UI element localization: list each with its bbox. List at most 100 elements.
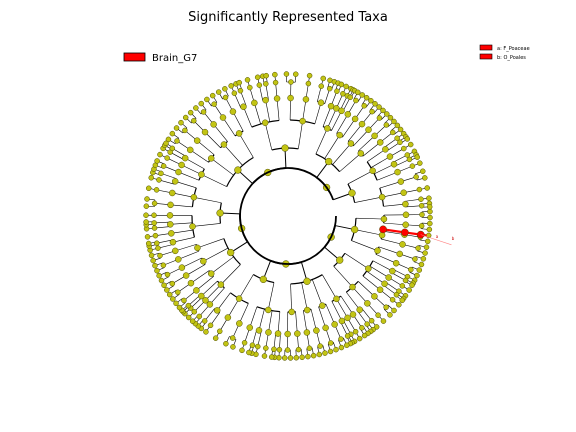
tree-node — [408, 266, 414, 273]
tree-branch — [170, 222, 193, 225]
tree-node — [229, 108, 237, 115]
tree-node — [143, 212, 149, 218]
tree-node — [154, 158, 160, 164]
tree-node — [256, 82, 263, 88]
tree-branch — [362, 275, 381, 290]
tree-node — [230, 344, 236, 350]
tree-branch — [346, 292, 360, 310]
tree-branch — [383, 203, 406, 207]
clade-legend-label-a: a: F_Poaceae — [497, 46, 530, 52]
tree-node — [198, 292, 205, 300]
tree-node — [207, 322, 214, 329]
tree-branch — [211, 158, 234, 176]
tree-arc — [239, 167, 337, 265]
tree-branch — [239, 303, 249, 324]
tree-node — [310, 352, 317, 359]
tree-branch — [197, 140, 215, 155]
tree-node — [151, 225, 158, 231]
tree-node — [423, 244, 430, 250]
tree-node — [340, 91, 346, 97]
tree-node — [200, 109, 207, 115]
tree-node — [338, 336, 344, 342]
tree-branch — [268, 310, 273, 333]
tree-node — [210, 121, 217, 128]
tree-node — [203, 329, 209, 335]
tree-node — [344, 342, 350, 349]
tree-branch — [378, 246, 400, 255]
tree-node — [361, 332, 368, 339]
tree-branch — [382, 192, 404, 198]
tree-node — [154, 240, 160, 246]
tree-branch — [276, 98, 280, 121]
tree-node — [426, 226, 433, 233]
tree-node — [306, 72, 313, 79]
tree-node — [164, 287, 170, 293]
tree-node — [399, 297, 406, 304]
tree-node — [384, 111, 390, 117]
tree-node — [379, 225, 387, 234]
tree-node — [351, 115, 359, 123]
tree-branch — [381, 238, 403, 245]
tree-node — [376, 104, 382, 110]
tree-node — [365, 126, 372, 133]
tree-node — [236, 79, 243, 86]
tree-node — [145, 185, 152, 192]
tree-node — [396, 250, 403, 258]
tree-node — [173, 125, 180, 131]
tree-node — [426, 204, 433, 210]
tree-node — [415, 245, 421, 251]
tree-branch — [290, 283, 292, 312]
tree-node — [344, 111, 352, 118]
tree-node — [349, 283, 356, 291]
tree-node — [318, 83, 325, 89]
group-legend-swatch — [123, 52, 146, 62]
tree-node — [189, 318, 196, 324]
tree-node — [222, 94, 229, 101]
tree-node — [353, 97, 359, 104]
tree-branch — [358, 135, 375, 152]
tree-branch — [298, 121, 303, 149]
tree-node — [326, 85, 333, 92]
tree-node — [336, 256, 344, 264]
tree-node — [196, 313, 203, 320]
tree-node — [391, 307, 397, 314]
tree-node — [198, 171, 205, 178]
tree-node — [207, 155, 215, 162]
tree-branch — [196, 276, 214, 291]
clade-label-a: a — [436, 234, 439, 239]
tree-node — [262, 96, 269, 104]
tree-node — [190, 194, 198, 201]
tree-node — [254, 343, 261, 350]
tree-node — [143, 219, 149, 225]
tree-node — [389, 297, 396, 303]
tree-node — [416, 267, 423, 273]
tree-node — [303, 306, 311, 314]
tree-node — [211, 101, 217, 107]
tree-node — [295, 346, 302, 353]
tree-node — [368, 97, 374, 104]
tree-branch — [193, 196, 222, 204]
tree-branch — [220, 264, 241, 285]
tree-branch — [322, 274, 337, 300]
tree-branch — [315, 128, 328, 155]
tree-node — [347, 140, 355, 147]
group-legend: Brain_G7 — [123, 52, 197, 64]
tree-node — [416, 186, 423, 193]
tree-node — [167, 221, 174, 228]
tree-node — [316, 351, 323, 358]
tree-branch — [203, 247, 229, 262]
tree-node — [404, 152, 411, 158]
tree-node — [229, 335, 236, 341]
tree-node — [386, 153, 394, 160]
tree-branch — [347, 123, 363, 142]
tree-node — [181, 154, 189, 162]
tree-node — [397, 178, 405, 185]
tree-node — [407, 141, 414, 148]
tree-node — [419, 211, 425, 218]
tree-node — [217, 281, 225, 288]
tree-node — [422, 175, 428, 181]
tree-node — [200, 258, 207, 265]
tree-node — [239, 347, 245, 354]
tree-branch — [354, 196, 383, 203]
tree-node — [327, 348, 334, 355]
